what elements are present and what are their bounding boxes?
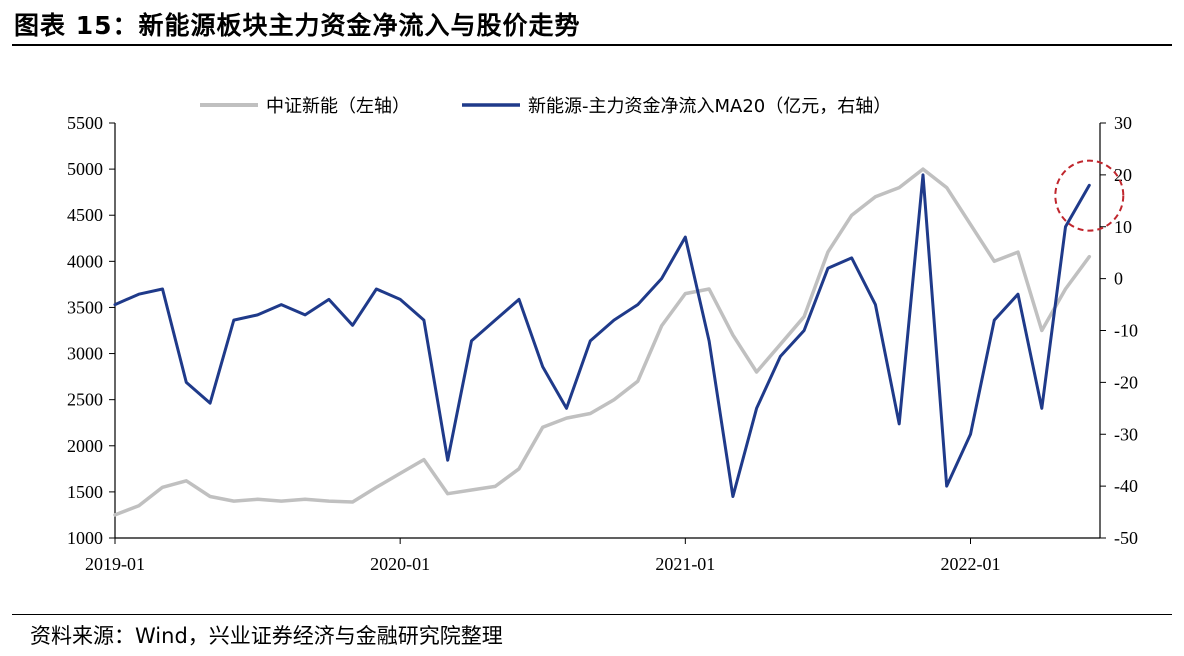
right-tick-label: -30 — [1114, 424, 1138, 444]
title-rule — [12, 44, 1172, 46]
chart: 1000 1500 2000 2500 3000 3500 4000 4500 5000 5500… — [67, 96, 1138, 574]
series-layer — [113, 167, 1092, 517]
left-tick-label: 3000 — [67, 344, 103, 364]
left-tick-label: 5500 — [67, 113, 103, 133]
legend: 中证新能（左轴） 新能源-主力资金净流入MA20（亿元，右轴） — [200, 96, 891, 117]
left-tick-label: 1000 — [67, 528, 103, 548]
legend-label: 新能源-主力资金净流入MA20（亿元，右轴） — [528, 96, 891, 117]
right-tick-label: -40 — [1114, 476, 1138, 496]
right-tick-label: 10 — [1114, 217, 1132, 237]
right-tick-label: 20 — [1114, 165, 1132, 185]
left-tick-label: 1500 — [67, 482, 103, 502]
right-tick-label: -10 — [1114, 321, 1138, 341]
left-tick-label: 5000 — [67, 159, 103, 179]
figure-title: 图表 15：新能源板块主力资金净流入与股价走势 — [14, 11, 581, 40]
left-tick-label: 3500 — [67, 297, 103, 317]
left-tick-label: 2500 — [67, 390, 103, 410]
right-tick-label: -50 — [1114, 528, 1138, 548]
left-tick-label: 4000 — [67, 251, 103, 271]
legend-label: 中证新能（左轴） — [266, 96, 410, 117]
axes: 1000 1500 2000 2500 3000 3500 4000 4500 5000 5500… — [67, 113, 1138, 574]
x-tick-label: 2019-01 — [85, 554, 145, 574]
x-tick-label: 2020-01 — [370, 554, 430, 574]
x-tick-label: 2022-01 — [940, 554, 1000, 574]
annotation-layer — [1054, 159, 1125, 232]
source-rule — [12, 614, 1172, 615]
right-tick-label: -20 — [1114, 372, 1138, 392]
x-tick-label: 2021-01 — [655, 554, 715, 574]
series-line-index — [113, 167, 1092, 517]
source-note: 资料来源：Wind，兴业证券经济与金融研究院整理 — [30, 624, 503, 648]
right-tick-label: 30 — [1114, 113, 1132, 133]
highlight-circle — [1054, 159, 1125, 232]
series-line-fund-flow — [113, 173, 1091, 498]
right-tick-label: 0 — [1114, 269, 1123, 289]
left-tick-label: 2000 — [67, 436, 103, 456]
left-tick-label: 4500 — [67, 205, 103, 225]
